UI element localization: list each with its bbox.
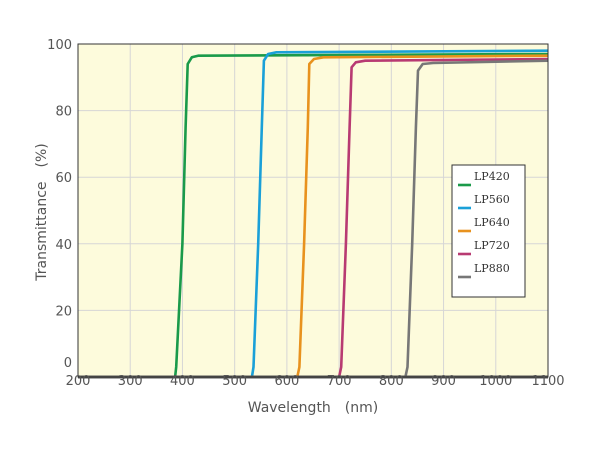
y-axis-title: Transmittance (%) — [34, 143, 50, 282]
x-tick-label: 1100 — [531, 374, 564, 389]
x-tick-label: 700 — [327, 374, 352, 389]
y-tick-label: 100 — [47, 38, 72, 53]
legend-label-lp640: LP640 — [474, 216, 510, 229]
series-line-lp880 — [78, 59, 549, 379]
x-tick-label: 200 — [66, 374, 91, 389]
y-tick-label: 80 — [55, 105, 72, 120]
legend: LP420 LP560 LP640 LP720 LP880 — [451, 164, 526, 298]
series-line-lp560 — [78, 49, 549, 379]
y-tick-label: 60 — [55, 171, 72, 186]
legend-label-lp560: LP560 — [474, 193, 510, 206]
x-tick-labels: 200 300 400 500 600 700 800 900 1000 1100 — [66, 374, 565, 389]
legend-label-lp420: LP420 — [474, 170, 510, 183]
plot-frame — [77, 43, 549, 378]
x-tick-label: 500 — [222, 374, 247, 389]
x-tick-label: 800 — [379, 374, 404, 389]
x-tick-label: 300 — [118, 374, 143, 389]
y-tick-labels: 0 20 40 60 80 100 — [47, 38, 72, 371]
series-line-lp420 — [78, 52, 549, 379]
x-tick-label: 400 — [170, 374, 195, 389]
x-axis-title: Wavelength (nm) — [248, 400, 378, 416]
y-tick-label: 40 — [55, 238, 72, 253]
x-tick-label: 600 — [274, 374, 299, 389]
y-tick-label: 20 — [55, 304, 72, 319]
x-tick-label: 900 — [431, 374, 456, 389]
series-line-lp640 — [78, 54, 549, 379]
x-tick-label: 1000 — [479, 374, 512, 389]
legend-label-lp720: LP720 — [474, 239, 510, 252]
y-tick-label: 0 — [64, 356, 72, 371]
series-line-lp720 — [78, 57, 549, 379]
legend-label-lp880: LP880 — [474, 262, 510, 275]
